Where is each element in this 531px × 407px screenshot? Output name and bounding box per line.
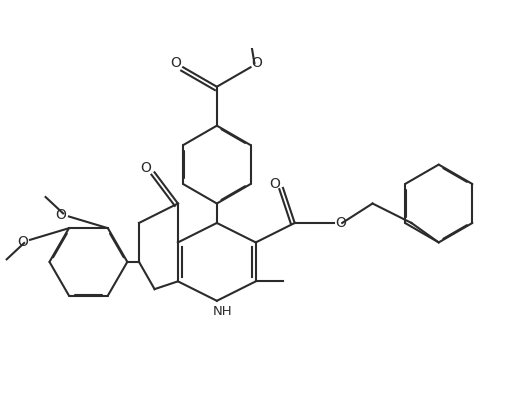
Text: O: O bbox=[17, 235, 28, 249]
Text: O: O bbox=[56, 208, 66, 221]
Text: O: O bbox=[269, 177, 280, 191]
Text: O: O bbox=[251, 57, 262, 70]
Text: O: O bbox=[335, 216, 346, 230]
Text: O: O bbox=[141, 162, 151, 175]
Text: O: O bbox=[170, 57, 181, 70]
Text: NH: NH bbox=[213, 305, 233, 318]
